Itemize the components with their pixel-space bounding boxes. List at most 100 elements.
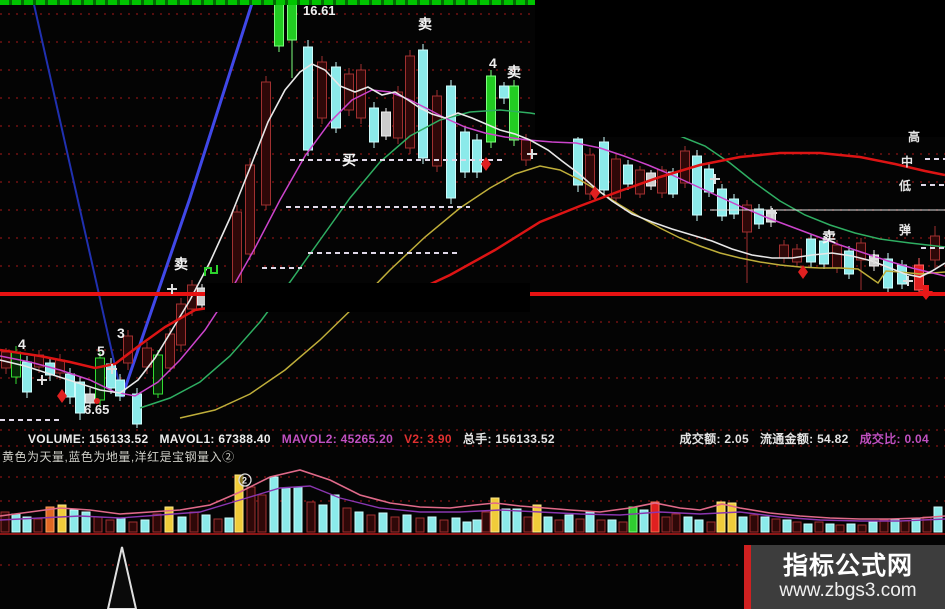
volume-bar xyxy=(390,516,400,533)
candlestick xyxy=(65,373,75,398)
volume-bar xyxy=(618,521,628,533)
candlestick xyxy=(369,107,379,143)
volume-bar xyxy=(857,524,867,533)
volume-bar xyxy=(472,519,482,533)
candlestick xyxy=(521,139,531,161)
candlestick xyxy=(611,158,621,199)
volume-bar xyxy=(738,516,748,533)
chart-label: 6.65 xyxy=(84,402,109,417)
ma-magenta xyxy=(0,89,945,397)
volume-bar xyxy=(224,517,234,533)
candlestick xyxy=(832,244,842,269)
chart-label: 3 xyxy=(117,325,125,341)
volume-bar xyxy=(164,506,174,533)
volume-bar xyxy=(213,518,223,533)
volume-bar xyxy=(402,514,412,533)
volume-bar xyxy=(152,513,162,533)
volume-bar xyxy=(879,519,889,533)
candlestick xyxy=(331,66,341,129)
volume-bar xyxy=(22,516,32,533)
candlestick xyxy=(132,393,142,425)
circled-2-digit: 2 xyxy=(242,476,247,486)
status-item: MAVOL1: 67388.40 xyxy=(159,431,271,446)
candlestick xyxy=(792,248,802,263)
volume-bar xyxy=(439,519,449,533)
candlestick xyxy=(599,141,609,191)
chart-label: 弹 xyxy=(899,222,911,237)
volume-bar xyxy=(269,476,279,533)
volume-bar xyxy=(782,519,792,533)
volume-bar xyxy=(189,511,199,533)
chart-label: 4 xyxy=(18,336,26,352)
volume-bar xyxy=(694,519,704,533)
candlestick xyxy=(717,188,727,217)
volume-bar xyxy=(234,474,244,533)
volume-bar xyxy=(671,513,681,533)
status-item: 流通金额: 54.82 xyxy=(759,432,849,446)
top-progress-strip xyxy=(0,0,535,5)
volume-bar xyxy=(639,509,649,533)
candlestick xyxy=(115,379,125,397)
black-patch xyxy=(535,0,945,137)
volume-bar xyxy=(81,511,91,533)
volume-bar xyxy=(911,518,921,533)
volume-bar xyxy=(246,486,256,533)
candlestick xyxy=(75,381,85,414)
ma-red xyxy=(0,151,945,370)
candlestick xyxy=(245,164,255,255)
blue-trend-up xyxy=(120,0,255,398)
candlestick xyxy=(418,49,428,159)
volume-bar xyxy=(512,508,522,533)
volume-bar xyxy=(481,511,491,533)
volume-bar xyxy=(835,524,845,533)
candlestick xyxy=(623,164,633,185)
chart-label: 卖 xyxy=(822,229,836,245)
status-item: V2: 3.90 xyxy=(404,431,452,446)
volume-bar xyxy=(427,516,437,533)
volume-bar xyxy=(814,521,824,533)
volume-bar xyxy=(532,504,542,533)
volume-bar xyxy=(650,501,660,533)
candlestick xyxy=(499,85,509,99)
volume-bar xyxy=(575,518,585,533)
candlestick xyxy=(303,46,313,151)
chart-label: 低 xyxy=(898,178,911,193)
candlestick xyxy=(381,111,391,137)
volume-bar xyxy=(490,497,500,533)
volume-bar xyxy=(105,519,115,533)
volume-bar xyxy=(330,494,340,533)
volume-bar xyxy=(378,512,388,533)
volume-bar xyxy=(628,506,638,533)
volume-bar xyxy=(33,518,43,533)
volume-bar xyxy=(318,504,328,533)
volume-bar xyxy=(451,517,461,533)
candlestick xyxy=(729,198,739,215)
volume-bar xyxy=(749,514,759,533)
mavol-pink xyxy=(0,469,945,520)
watermark-text: 指标公式网 www.zbgs3.com xyxy=(751,545,945,609)
candlestick xyxy=(123,335,133,364)
watermark-url[interactable]: www.zbgs3.com xyxy=(779,580,917,602)
watermark-title: 指标公式网 xyxy=(782,551,913,580)
watermark-red-bar xyxy=(744,545,751,609)
volume-bar xyxy=(846,523,856,533)
volume-bar xyxy=(564,514,574,533)
status-item: VOLUME: 156133.52 xyxy=(28,431,149,446)
chart-label: 高 xyxy=(908,129,920,144)
volume-bar xyxy=(93,516,103,533)
red-down-arrow-marker xyxy=(919,285,933,300)
candlestick xyxy=(509,85,519,141)
chart-label: 5 xyxy=(97,343,105,359)
red-diamond-marker xyxy=(590,186,600,200)
blue-trend-down xyxy=(32,0,123,398)
volume-bar xyxy=(140,519,150,533)
candlestick xyxy=(85,393,95,404)
black-patch xyxy=(205,283,530,312)
candlestick xyxy=(344,73,354,111)
volume-bar xyxy=(0,511,10,533)
chart-label: 卖 xyxy=(507,64,521,80)
candlestick xyxy=(819,240,829,265)
volume-bar xyxy=(803,523,813,533)
